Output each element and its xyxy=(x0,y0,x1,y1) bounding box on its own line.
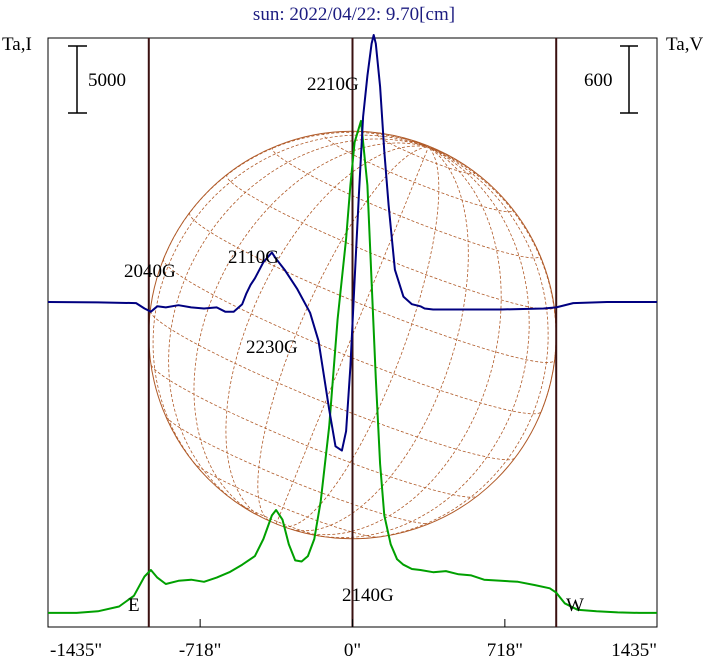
longitude-line xyxy=(169,139,429,507)
latitude-line xyxy=(227,174,555,309)
left-scale-value: 5000 xyxy=(88,70,126,91)
x-tick-label: 1435" xyxy=(611,640,657,661)
annotation-2040g: 2040G xyxy=(124,261,176,282)
x-axis-ticks: -1435" -718" 0" 718" 1435" xyxy=(48,619,657,661)
limb-label-east: E xyxy=(128,595,140,616)
limb-label-west: W xyxy=(566,595,584,616)
longitude-line xyxy=(284,147,439,527)
longitude-line xyxy=(357,147,549,539)
x-tick-label: -718" xyxy=(179,640,222,661)
longitude-line xyxy=(194,143,428,514)
x-tick-label: 0" xyxy=(344,640,361,661)
chart-title: sun: 2022/04/22: 9.70[cm] xyxy=(253,4,455,25)
x-tick-label: -1435" xyxy=(50,640,102,661)
left-scale-bar xyxy=(68,46,87,113)
longitude-line xyxy=(258,147,429,520)
x-tick-label: 718" xyxy=(487,640,523,661)
annotation-2230g: 2230G xyxy=(246,337,298,358)
right-scale-bar xyxy=(620,46,638,113)
longitude-line xyxy=(226,146,429,517)
annotation-2140g: 2140G xyxy=(342,585,394,606)
annotation-2210g: 2210G xyxy=(307,74,359,95)
left-axis-label: Ta,I xyxy=(2,34,32,55)
right-axis-label: Ta,V xyxy=(666,34,703,55)
right-scale-value: 600 xyxy=(584,70,613,91)
annotation-2110g: 2110G xyxy=(228,247,279,268)
longitude-line xyxy=(298,147,502,535)
